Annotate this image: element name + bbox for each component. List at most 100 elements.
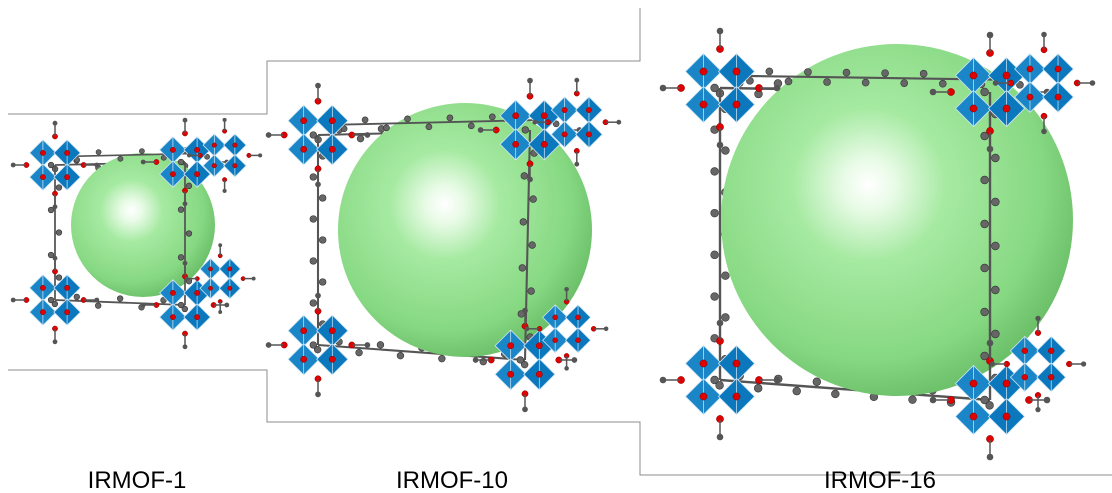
oxygen-atom <box>700 101 707 108</box>
oxygen-atom <box>170 171 175 176</box>
carbon-atom <box>94 163 99 168</box>
carbon-atom <box>185 277 189 281</box>
oxygen-atom <box>733 101 740 108</box>
oxygen-atom <box>513 141 519 147</box>
oxygen-atom <box>562 107 567 112</box>
carbon-atom <box>11 298 16 303</box>
oxygen-atom <box>301 328 307 334</box>
oxygen-atom <box>1022 374 1028 380</box>
carbon-atom <box>178 302 184 308</box>
carbon-atom <box>716 381 724 389</box>
carbon-atom <box>310 258 317 265</box>
oxygen-atom <box>733 393 740 400</box>
oxygen-atom <box>733 68 740 75</box>
carbon-atom <box>186 183 192 189</box>
carbon-atom <box>717 28 724 35</box>
oxygen-atom <box>329 146 335 152</box>
carbon-atom <box>517 357 524 364</box>
carbon-atom <box>529 242 536 249</box>
carbon-atom <box>365 342 371 348</box>
carbon-atom <box>909 396 917 404</box>
carbon-atom <box>315 83 321 89</box>
carbon-atom <box>139 149 144 154</box>
carbon-atom <box>574 162 579 167</box>
carbon-atom <box>522 407 528 413</box>
oxygen-atom <box>1048 374 1054 380</box>
oxygen-atom <box>170 290 175 295</box>
oxygen-atom <box>233 143 237 147</box>
carbon-atom <box>1041 32 1047 38</box>
oxygen-atom <box>212 143 216 147</box>
carbon-atom <box>711 251 719 259</box>
carbon-atom <box>178 159 184 165</box>
carbon-atom <box>793 387 801 395</box>
oxygen-atom <box>1022 348 1028 354</box>
carbon-atom <box>183 261 188 266</box>
carbon-atom <box>920 70 927 77</box>
carbon-atom <box>141 303 146 308</box>
carbon-atom <box>660 377 667 384</box>
oxygen-atom <box>586 132 591 137</box>
carbon-atom <box>992 242 1000 250</box>
carbon-atom <box>53 204 58 209</box>
carbon-atom <box>1041 129 1047 135</box>
carbon-atom <box>616 120 621 125</box>
carbon-atom <box>356 349 363 356</box>
structures <box>11 28 1095 461</box>
oxygen-atom <box>64 309 69 314</box>
carbon-atom <box>74 294 80 300</box>
carbon-atom <box>766 68 773 75</box>
oxygen-atom <box>208 267 212 271</box>
carbon-atom <box>527 78 533 84</box>
carbon-atom <box>785 78 792 85</box>
panel-label: IRMOF-16 <box>824 467 936 493</box>
oxygen-atom <box>194 147 199 152</box>
page: IRMOF-1 IRMOF-10 IRMOF-16 (() => { const… <box>0 0 1112 493</box>
oxygen-atom <box>194 171 199 176</box>
carbon-atom <box>117 296 123 302</box>
carbon-atom <box>987 454 994 461</box>
carbon-atom <box>520 219 527 226</box>
oxygen-atom <box>1055 94 1061 100</box>
carbon-atom <box>804 68 811 75</box>
carbon-atom <box>56 230 62 236</box>
carbon-atom <box>604 327 609 332</box>
carbon-atom <box>357 135 364 142</box>
oxygen-atom <box>733 360 740 367</box>
carbon-atom <box>310 174 317 181</box>
oxygen-atom <box>233 163 237 167</box>
carbon-atom <box>1035 407 1040 412</box>
carbon-atom <box>48 162 54 168</box>
carbon-atom <box>717 434 724 441</box>
carbon-atom <box>711 293 719 301</box>
carbon-atom <box>722 147 730 155</box>
carbon-atom <box>447 115 453 121</box>
oxygen-atom <box>586 107 591 112</box>
carbon-atom <box>218 243 222 247</box>
oxygen-atom <box>301 146 307 152</box>
carbon-atom <box>522 127 529 134</box>
oxygen-atom <box>329 328 335 334</box>
carbon-atom <box>118 156 123 161</box>
carbon-atom <box>754 384 762 392</box>
carbon-atom <box>532 120 537 125</box>
carbon-atom <box>96 150 101 155</box>
oxygen-atom <box>508 343 514 349</box>
carbon-atom <box>930 89 937 96</box>
carbon-atom <box>990 361 995 366</box>
carbon-atom <box>224 303 229 308</box>
carbon-atom <box>717 142 724 149</box>
carbon-atom <box>183 118 188 123</box>
carbon-atom <box>218 310 222 314</box>
oxygen-atom <box>1027 66 1033 72</box>
carbon-atom <box>813 378 821 386</box>
carbon-atom <box>530 196 537 203</box>
carbon-atom <box>319 237 326 244</box>
oxygen-atom <box>536 343 542 349</box>
oxygen-atom <box>970 413 977 420</box>
oxygen-atom <box>228 267 232 271</box>
carbon-atom <box>1035 316 1040 321</box>
oxygen-atom <box>40 285 45 290</box>
oxygen-atom <box>329 118 335 124</box>
carbon-atom <box>95 303 101 309</box>
